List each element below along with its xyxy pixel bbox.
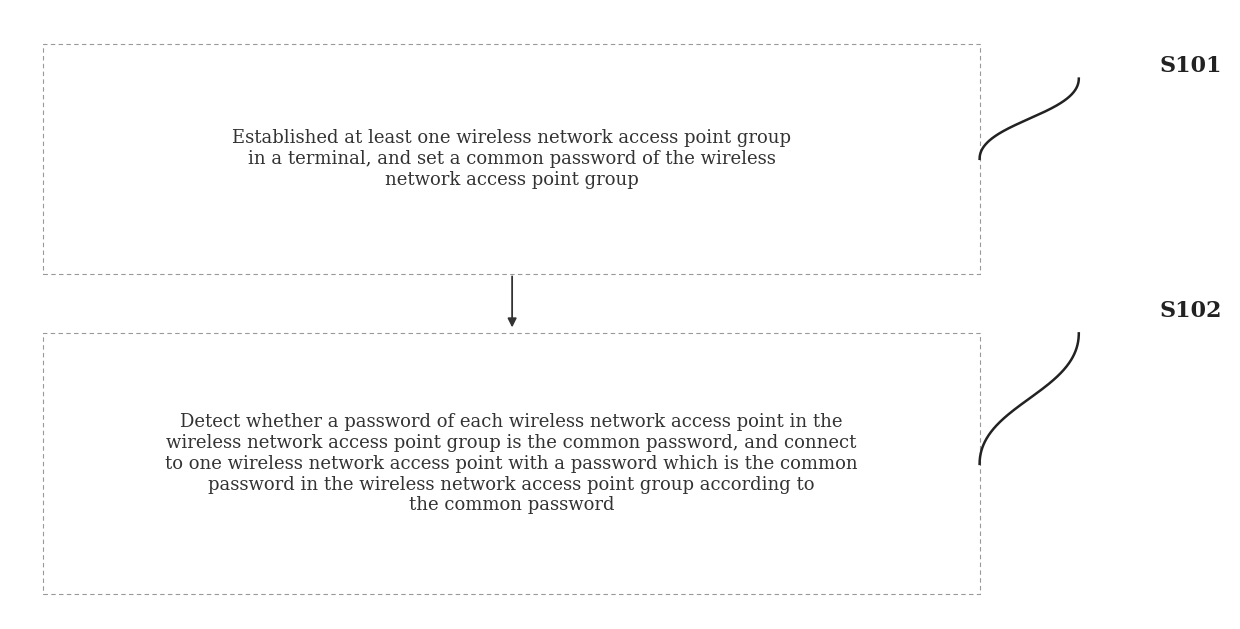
- Text: S102: S102: [1159, 301, 1221, 322]
- Text: Detect whether a password of each wireless network access point in the
wireless : Detect whether a password of each wirele…: [165, 413, 858, 515]
- FancyBboxPatch shape: [43, 333, 980, 594]
- FancyBboxPatch shape: [43, 44, 980, 274]
- Text: S101: S101: [1159, 55, 1221, 77]
- Text: Established at least one wireless network access point group
in a terminal, and : Established at least one wireless networ…: [232, 129, 791, 189]
